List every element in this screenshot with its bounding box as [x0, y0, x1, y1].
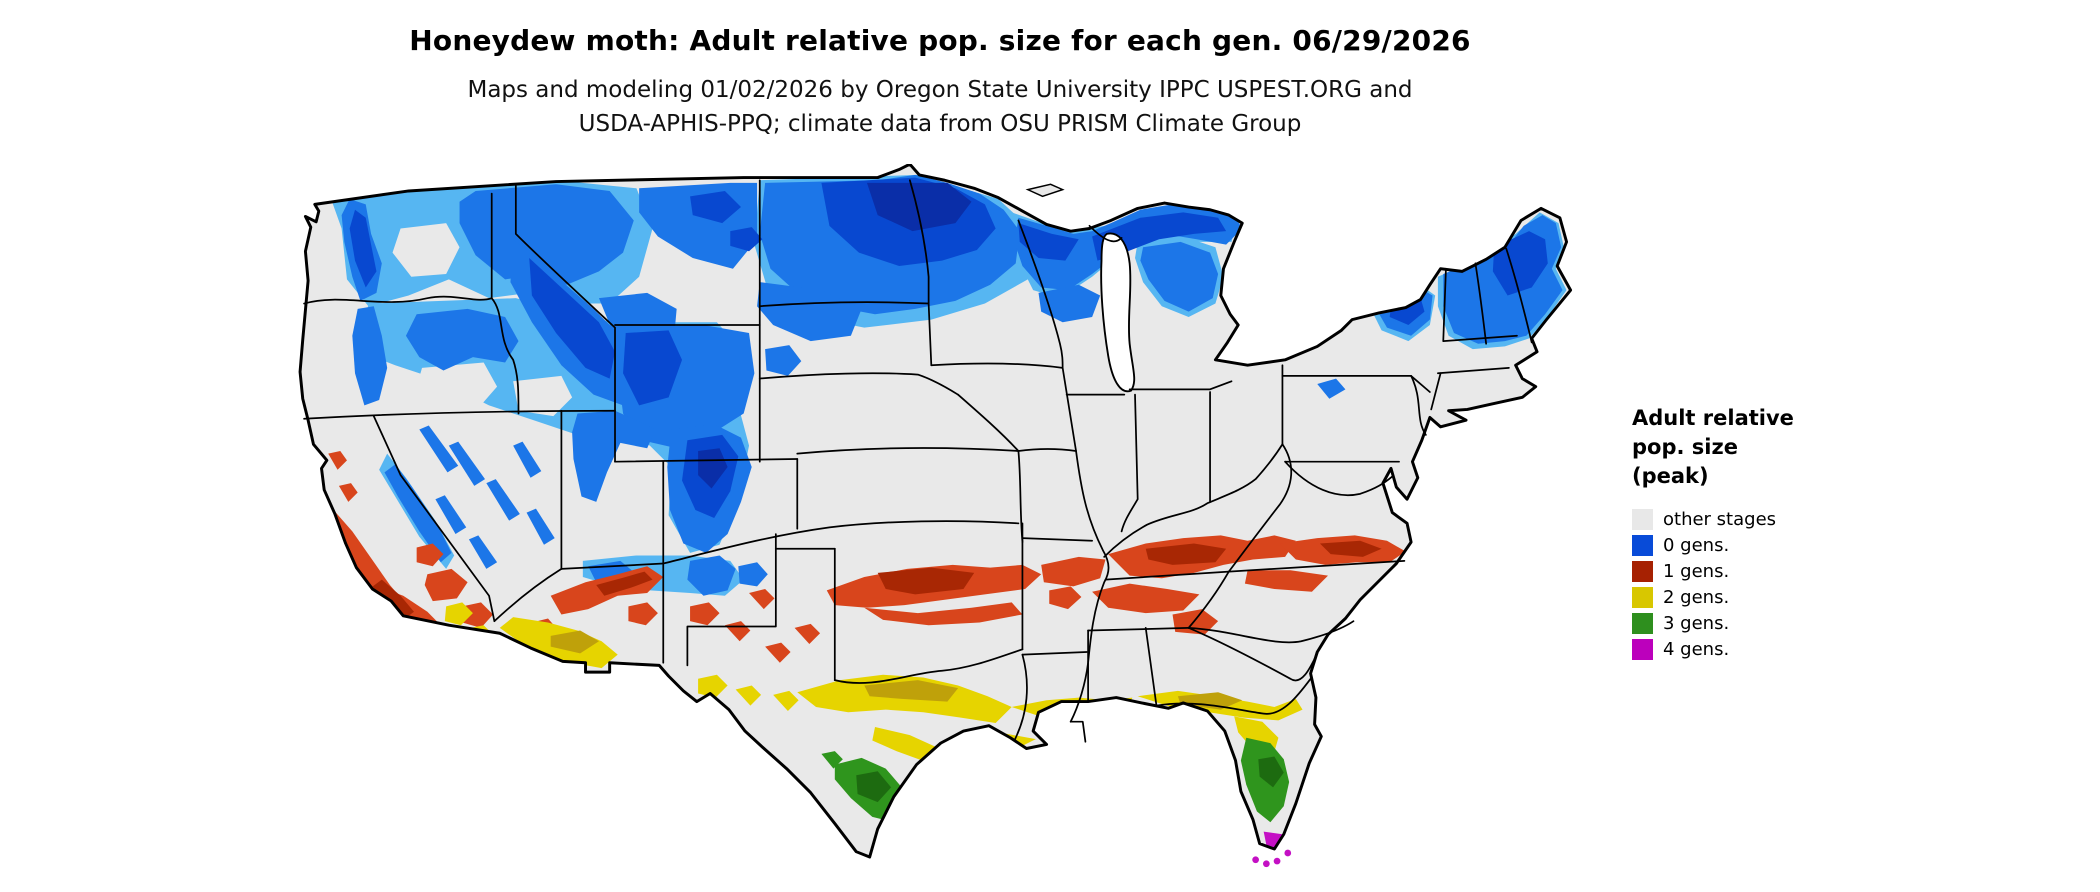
legend-swatch-3-gens [1632, 612, 1653, 634]
header: Honeydew moth: Adult relative pop. size … [0, 0, 1880, 141]
us-generation-map [288, 164, 1588, 880]
legend-swatch-other-stages [1632, 508, 1653, 530]
legend-swatch-1-gens [1632, 560, 1653, 582]
region-1-gens-dark [371, 540, 1382, 620]
map-title: Honeydew moth: Adult relative pop. size … [409, 24, 1471, 57]
lake-michigan [1100, 232, 1136, 393]
legend-item-other-stages: other stages [1632, 506, 1872, 532]
legend-swatch-2-gens [1632, 586, 1653, 608]
legend-label: 3 gens. [1663, 612, 1730, 634]
legend-item-2-gens: 2 gens. [1632, 584, 1872, 610]
legend-label: 2 gens. [1663, 586, 1730, 608]
legend-label: 4 gens. [1663, 638, 1730, 660]
subtitle-line-2: USDA-APHIS-PPQ; climate data from OSU PR… [578, 111, 1302, 137]
legend: Adult relative pop. size (peak) other st… [1632, 404, 1872, 662]
legend-swatch-4-gens [1632, 638, 1653, 660]
us-map-svg [298, 164, 1573, 868]
legend-label: 0 gens. [1663, 534, 1730, 556]
region-3-gens-dark [856, 756, 1284, 803]
legend-label: other stages [1663, 508, 1777, 530]
legend-item-4-gens: 4 gens. [1632, 636, 1872, 662]
legend-label: 1 gens. [1663, 560, 1730, 582]
legend-title-line-1: Adult relative [1632, 406, 1794, 430]
region-0-gens-navy [698, 182, 972, 489]
legend-title: Adult relative pop. size (peak) [1632, 404, 1872, 491]
legend-item-0-gens: 0 gens. [1632, 532, 1872, 558]
legend-title-line-3: (peak) [1632, 464, 1709, 488]
map-subtitle: Maps and modeling 01/02/2026 by Oregon S… [0, 73, 1880, 141]
legend-items: other stages 0 gens. 1 gens. 2 gens. 3 g… [1632, 506, 1872, 662]
isle-royale [1025, 183, 1065, 198]
us-outline [298, 164, 1573, 859]
great-lakes [1100, 232, 1136, 393]
state-borders [303, 179, 1533, 743]
legend-swatch-0-gens [1632, 534, 1653, 556]
legend-title-line-2: pop. size [1632, 435, 1738, 459]
subtitle-line-1: Maps and modeling 01/02/2026 by Oregon S… [467, 77, 1413, 103]
basin-gaps [392, 223, 573, 417]
legend-item-3-gens: 3 gens. [1632, 610, 1872, 636]
legend-item-1-gens: 1 gens. [1632, 558, 1872, 584]
region-4-gens-keys [1252, 849, 1292, 868]
